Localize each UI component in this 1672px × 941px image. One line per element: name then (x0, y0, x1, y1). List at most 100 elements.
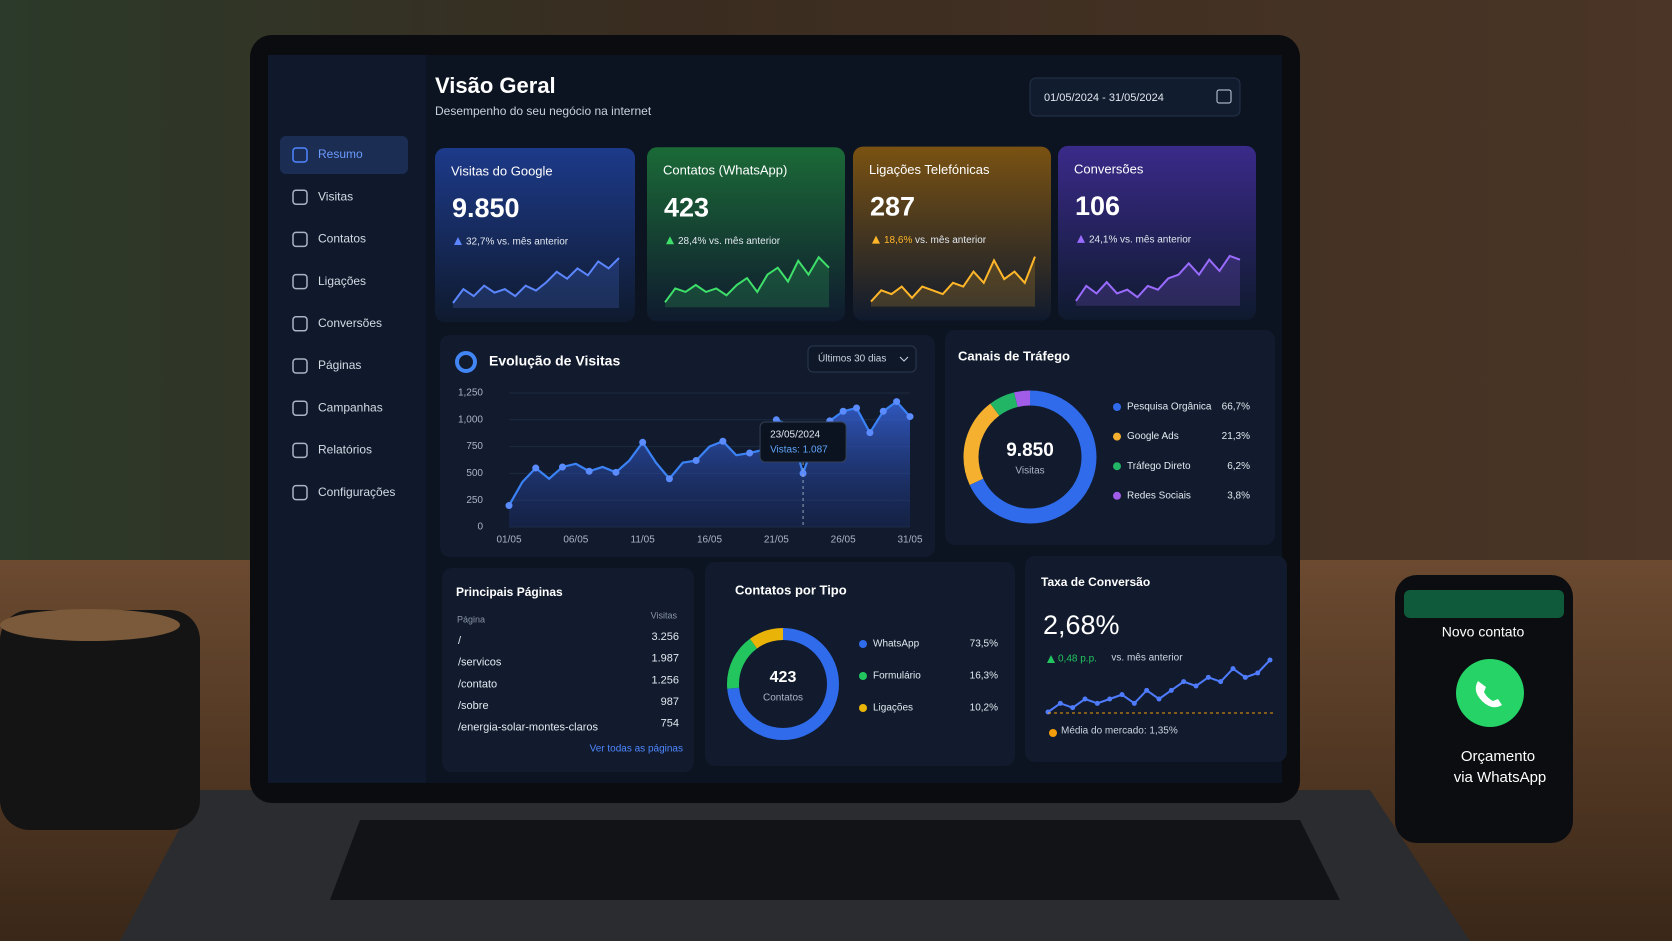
card-title: Principais Páginas (456, 585, 563, 599)
up-arrow (454, 237, 462, 245)
page-visits: 3.256 (651, 631, 679, 643)
kpi-area (871, 256, 1035, 307)
point (719, 437, 727, 445)
kpi-trend-line (870, 256, 1036, 303)
point (799, 469, 807, 477)
x-tick-label: 26/05 (831, 535, 856, 546)
kpi-value: 106 (1075, 191, 1120, 221)
x-tick-label: 21/05 (764, 535, 789, 546)
point (746, 449, 754, 457)
message-line: via WhatsApp (1454, 769, 1547, 786)
nav-icon (292, 316, 308, 332)
chart-title: Evolução de Visitas (489, 353, 620, 369)
point (558, 463, 566, 471)
message-line: Orçamento (1461, 748, 1535, 765)
kpi-trend-line (1075, 254, 1241, 302)
kpi-change: 0,48 p.p. (1058, 654, 1097, 665)
kpi-change-text: vs. mês anterior (1111, 653, 1183, 664)
column-header: Visitas (651, 610, 678, 620)
legend-value: 16,3% (970, 671, 998, 682)
pages-card (442, 568, 694, 772)
nav-icon (292, 442, 308, 459)
page-path: / (458, 635, 462, 647)
nav-item[interactable]: Conversões (318, 316, 382, 330)
kpi-value: 2,68% (1043, 610, 1120, 640)
nav-item[interactable]: Páginas (318, 358, 361, 372)
point (1181, 679, 1187, 685)
kpi-change: 28,4% (678, 236, 706, 247)
x-tick-label: 06/05 (563, 535, 588, 546)
legend-value: 3,8% (1227, 490, 1250, 501)
donut-center-label: Contatos (763, 693, 803, 704)
point (692, 457, 700, 465)
tooltip-date: 23/05/2024 (770, 430, 820, 441)
period-label[interactable]: Últimos 30 dias (818, 352, 886, 365)
y-tick-label: 1,250 (458, 388, 483, 399)
point (906, 413, 914, 421)
page-visits: 1.987 (651, 653, 679, 665)
area-fill (509, 401, 910, 527)
nav-item[interactable]: Visitas (318, 189, 353, 203)
up-arrow (1077, 234, 1085, 243)
point (866, 429, 874, 437)
point (839, 407, 847, 415)
nav-item[interactable]: Relatórios (318, 443, 372, 457)
page-subtitle: Desempenho do seu negócio na internet (435, 104, 652, 118)
google-icon (455, 351, 477, 373)
point (1082, 696, 1088, 702)
point (585, 467, 593, 475)
conversion-card (1025, 556, 1287, 762)
legend-value: 73,5% (970, 639, 998, 650)
point (1131, 700, 1137, 706)
calendar-icon (1216, 89, 1232, 104)
kpi-card (647, 147, 845, 322)
nav-item[interactable]: Configurações (318, 485, 395, 499)
nav-item[interactable]: Contatos (318, 232, 366, 246)
nav-item[interactable]: Resumo (318, 147, 363, 161)
point (879, 407, 887, 415)
tooltip (759, 421, 847, 463)
point (505, 502, 513, 510)
point (612, 468, 620, 476)
legend-label: Ligações (873, 703, 913, 714)
whatsapp-glyph (1475, 681, 1502, 708)
point (1070, 705, 1076, 711)
notification-title: Novo contato (1442, 624, 1525, 640)
point (532, 464, 540, 472)
legend-label: WhatsApp (873, 639, 920, 650)
legend-dot (859, 672, 867, 680)
point (1094, 700, 1100, 706)
x-tick-label: 31/05 (897, 535, 922, 546)
x-tick-label: 01/05 (496, 535, 521, 546)
active-item (280, 136, 408, 174)
up-arrow (1047, 655, 1055, 663)
notification-message: Orçamento via WhatsApp (1454, 748, 1547, 786)
kpi-trend-line (664, 255, 830, 303)
period-dropdown[interactable] (807, 345, 917, 373)
legend-label: Google Ads (1127, 431, 1179, 442)
nav-icon (292, 400, 308, 416)
link[interactable]: Ver todas as páginas (590, 744, 683, 755)
point (1168, 687, 1174, 693)
legend-dot (859, 704, 867, 712)
date-picker[interactable] (1029, 77, 1241, 117)
tooltip-value: Vistas: 1.087 (770, 445, 828, 456)
kpi-value: 9.850 (452, 193, 520, 223)
nav-item[interactable]: Campanhas (318, 400, 383, 414)
legend-value: 66,7% (1222, 402, 1250, 413)
y-tick-label: 0 (477, 522, 483, 533)
sidebar (268, 55, 426, 783)
point (639, 438, 647, 446)
point (1107, 696, 1113, 702)
keyboard (330, 820, 1340, 900)
point (1156, 696, 1162, 702)
donut-segment (727, 628, 839, 740)
kpi-title: Contatos (WhatsApp) (663, 163, 787, 178)
nav-item[interactable]: Ligações (318, 274, 366, 288)
whatsapp-icon (1456, 659, 1524, 727)
donut-center-label: Visitas (1015, 466, 1044, 477)
channels-card (945, 330, 1275, 545)
kpi-card (435, 148, 635, 322)
point (1230, 666, 1236, 672)
